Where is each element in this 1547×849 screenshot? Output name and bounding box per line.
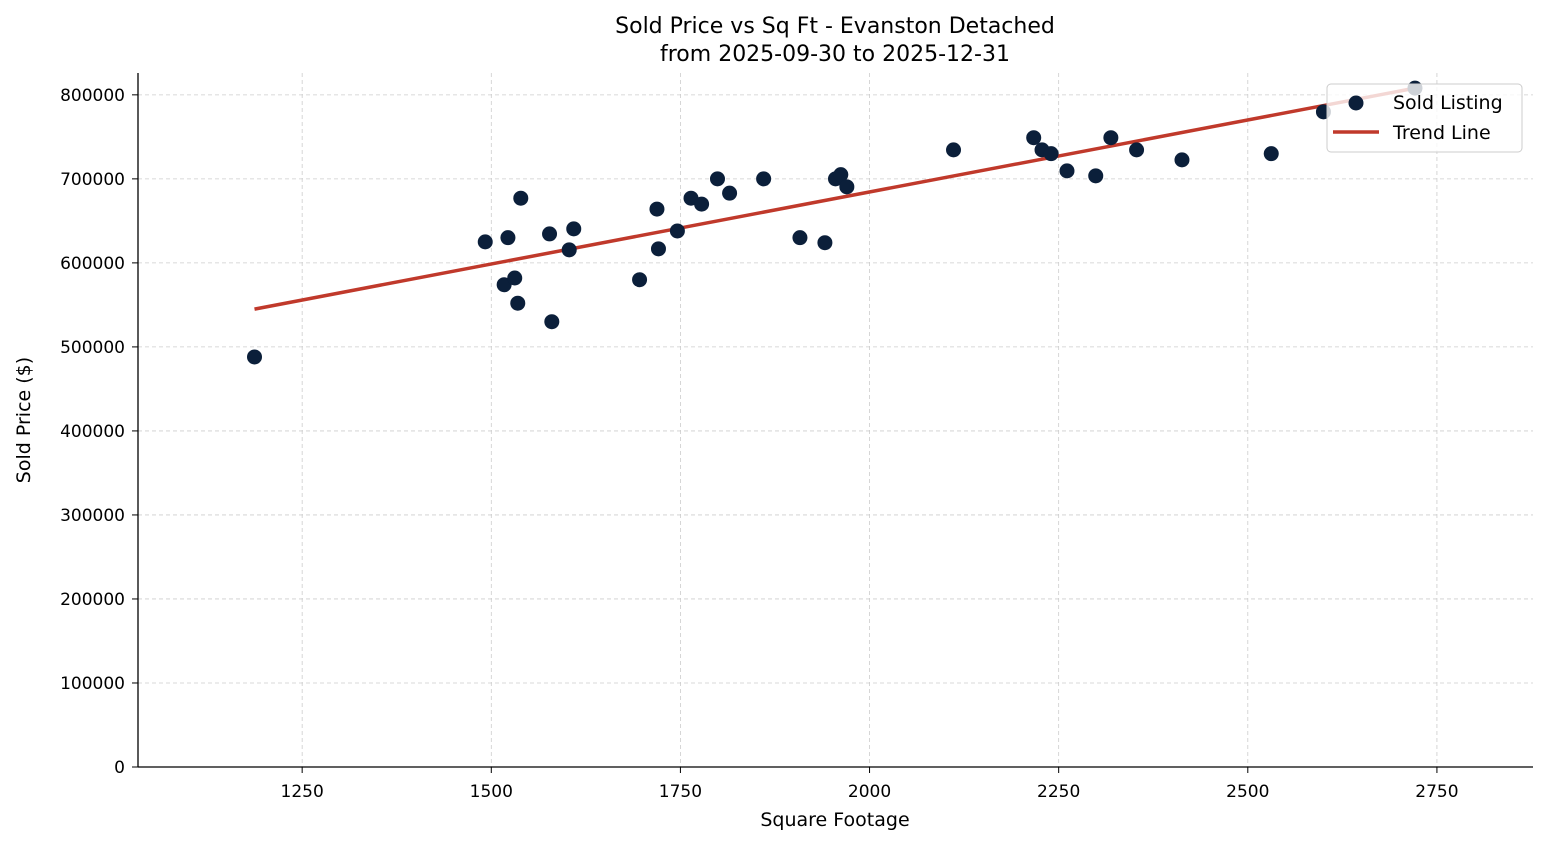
data-point (1026, 130, 1042, 146)
legend-label-trend-line: Trend Line (1392, 122, 1491, 144)
x-tick-label: 2250 (1037, 782, 1080, 802)
y-tick-label: 800000 (60, 86, 125, 106)
data-point (510, 295, 526, 311)
x-tick-label: 1250 (281, 782, 324, 802)
x-axis-label: Square Footage (760, 809, 909, 831)
data-point (1043, 146, 1059, 162)
legend-marker-sold-listing (1348, 95, 1364, 111)
data-point (561, 242, 577, 258)
data-point (694, 196, 710, 212)
y-tick-label: 300000 (60, 506, 125, 526)
x-tick-label: 1500 (470, 782, 513, 802)
data-point (544, 314, 560, 330)
data-point (709, 171, 725, 187)
data-point (566, 221, 582, 237)
x-tick-label: 1750 (659, 782, 702, 802)
points-layer (247, 80, 1423, 365)
data-point (632, 272, 648, 288)
data-point (1129, 142, 1145, 158)
legend: Sold Listing Trend Line (1326, 83, 1523, 153)
data-point (1263, 146, 1279, 162)
data-point (1059, 163, 1075, 179)
data-point (1174, 152, 1190, 168)
legend-box (1326, 83, 1523, 153)
data-point (833, 167, 849, 183)
data-point (507, 270, 523, 286)
data-point (792, 230, 808, 246)
data-point (722, 185, 738, 201)
data-point (1088, 168, 1104, 184)
data-point (650, 241, 666, 257)
trend-line-layer (254, 86, 1416, 311)
y-axis-label: Sold Price ($) (13, 357, 35, 483)
data-point (247, 349, 263, 365)
data-point (669, 223, 685, 239)
data-point (817, 235, 833, 251)
y-tick-label: 600000 (60, 254, 125, 274)
data-point (839, 179, 855, 195)
x-tick-label: 2750 (1415, 782, 1458, 802)
data-point (477, 234, 493, 250)
chart-subtitle: from 2025-09-30 to 2025-12-31 (660, 42, 1010, 67)
x-tick-label: 2500 (1226, 782, 1269, 802)
data-point (542, 226, 558, 242)
trend-line (254, 86, 1416, 311)
data-point (500, 230, 516, 246)
data-point (1103, 130, 1119, 146)
y-tick-label: 700000 (60, 170, 125, 190)
y-tick-label: 500000 (60, 338, 125, 358)
y-tick-label: 200000 (60, 590, 125, 610)
data-point (513, 190, 529, 206)
ticks: 1250 1500 1750 2000 2250 2500 2750 0 100000 20000… (60, 86, 1458, 802)
data-point (946, 142, 962, 158)
x-tick-label: 2000 (848, 782, 891, 802)
y-tick-label: 100000 (60, 674, 125, 694)
chart-title: Sold Price vs Sq Ft - Evanston Detached (615, 14, 1055, 39)
y-tick-label: 400000 (60, 422, 125, 442)
data-point (649, 201, 665, 217)
y-tick-label: 0 (114, 758, 125, 778)
legend-label-sold-listing: Sold Listing (1393, 92, 1503, 114)
data-point (756, 171, 772, 187)
